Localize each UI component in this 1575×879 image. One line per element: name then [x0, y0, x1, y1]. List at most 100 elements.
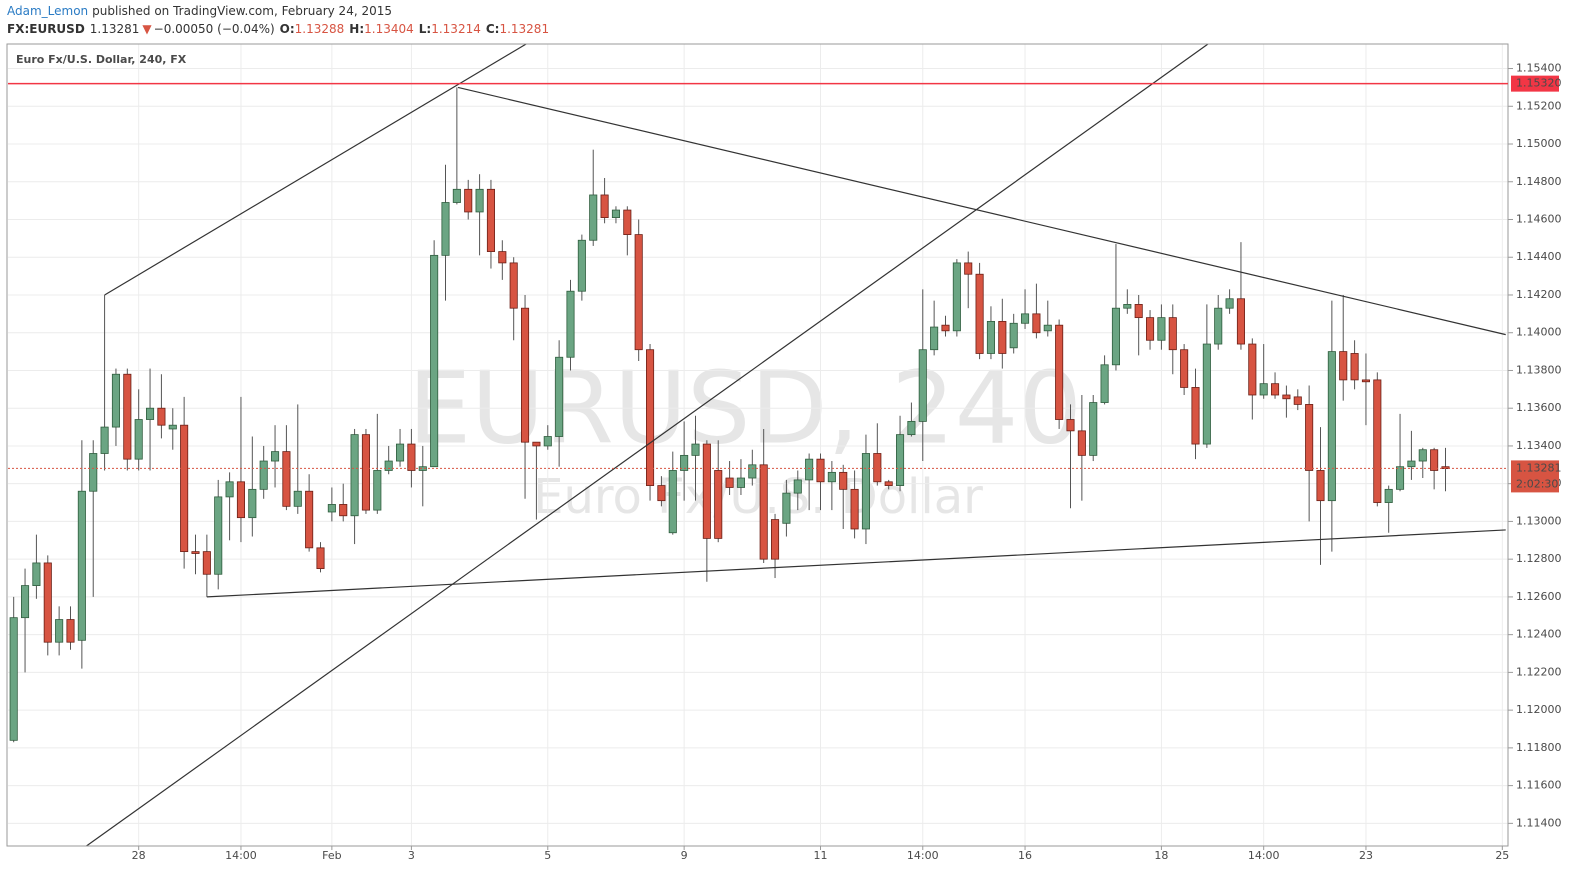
candle-body	[1066, 419, 1075, 432]
candle-body	[782, 492, 791, 524]
x-tick-label: 3	[408, 849, 415, 862]
close-label: C:	[486, 22, 500, 36]
y-tick-label: 1.15200	[1516, 99, 1562, 112]
x-tick-label: 18	[1154, 849, 1168, 862]
y-tick-label: 1.14600	[1516, 212, 1562, 225]
candle-body	[77, 490, 86, 641]
change: −0.00050 (−0.04%)	[154, 22, 275, 36]
candle-body	[32, 562, 41, 586]
candle-body	[282, 451, 291, 507]
candle-body	[964, 262, 973, 275]
candle-body	[998, 320, 1007, 354]
candle-body	[896, 434, 905, 486]
candle-body	[623, 209, 632, 235]
y-tick-label: 1.13800	[1516, 363, 1562, 376]
candle-body	[316, 547, 325, 570]
candle-body	[111, 373, 120, 428]
x-tick-label: Feb	[322, 849, 341, 862]
candle-body	[1316, 470, 1325, 502]
candle-body	[1168, 317, 1177, 351]
x-tick-label: 14:00	[907, 849, 939, 862]
candle-body	[884, 481, 893, 486]
candle-body	[89, 453, 98, 492]
candle-body	[1418, 449, 1427, 462]
candle-body	[157, 407, 166, 426]
candle-body	[191, 551, 200, 554]
low: 1.13214	[431, 22, 481, 36]
y-tick-label: 1.15000	[1516, 137, 1562, 150]
candle-body	[66, 619, 75, 643]
candle-body	[1180, 349, 1189, 388]
candle-body	[9, 617, 18, 741]
candle-body	[1077, 430, 1086, 456]
candle-body	[350, 434, 359, 517]
candle-body	[555, 356, 564, 437]
candle-body	[452, 188, 461, 203]
candle-body	[1259, 383, 1268, 396]
candle-body	[668, 470, 677, 534]
candle-body	[123, 373, 132, 460]
candle-body	[680, 454, 689, 471]
candle-body	[816, 458, 825, 483]
candle-body	[168, 424, 177, 430]
y-tick-label: 1.13400	[1516, 439, 1562, 452]
author[interactable]: Adam_Lemon	[7, 4, 88, 18]
candle-body	[986, 320, 995, 354]
published: published on TradingView.com, February 2…	[92, 4, 392, 18]
candle-body	[577, 239, 586, 292]
candle-body	[1396, 466, 1405, 490]
candle-body	[1430, 449, 1439, 471]
low-label: L:	[419, 22, 431, 36]
candle-body	[498, 251, 507, 264]
candle-body	[1157, 317, 1166, 341]
candle-body	[146, 407, 155, 420]
quote-line: FX:EURUSD 1.13281 ▼ −0.00050 (−0.04%) O:1.13…	[7, 22, 549, 36]
close: 1.13281	[499, 22, 549, 36]
y-tick-label: 1.15400	[1516, 62, 1562, 75]
candle-body	[714, 470, 723, 539]
y-tick-label: 1.14400	[1516, 250, 1562, 263]
candle-body	[839, 471, 848, 490]
candle-body	[1339, 351, 1348, 381]
candle-body	[930, 326, 939, 351]
candle-body	[1043, 324, 1052, 332]
watermark-name: Euro Fx/U.S. Dollar	[533, 469, 983, 525]
y-tick-label: 1.11600	[1516, 779, 1562, 792]
candle-body	[521, 307, 530, 443]
candle-body	[952, 262, 961, 332]
candle-body	[850, 488, 859, 530]
chart-title: Euro Fx/U.S. Dollar, 240, FX	[16, 53, 187, 66]
candle-body	[793, 479, 802, 494]
candle-body	[55, 619, 64, 643]
trendline	[206, 529, 1506, 598]
candle-body	[180, 424, 189, 553]
candle-body	[1202, 343, 1211, 445]
last: 1.13281	[90, 22, 140, 36]
candle-body	[236, 481, 245, 519]
candle-body	[259, 460, 268, 490]
candle-body	[1225, 298, 1234, 309]
candle-body	[589, 194, 598, 241]
candle-body	[1236, 298, 1245, 345]
x-tick-label: 14:00	[225, 849, 257, 862]
candle-body	[1248, 343, 1257, 396]
candle-body	[486, 188, 495, 252]
x-tick-label: 5	[544, 849, 551, 862]
candle-body	[407, 443, 416, 471]
trendline	[457, 86, 1506, 336]
header-line: Adam_Lemon published on TradingView.com, …	[7, 4, 392, 18]
countdown: 2:02:30	[1516, 477, 1558, 490]
candle-body	[418, 466, 427, 471]
candle-body	[464, 188, 473, 213]
y-tick-label: 1.12400	[1516, 628, 1562, 641]
y-tick-label: 1.14000	[1516, 326, 1562, 339]
candle-body	[759, 464, 768, 560]
candle-body	[396, 443, 405, 462]
candle-body	[748, 464, 757, 479]
candle-body	[1384, 488, 1393, 503]
candle-body	[475, 188, 484, 213]
candle-body	[634, 234, 643, 351]
candle-body	[100, 426, 109, 454]
